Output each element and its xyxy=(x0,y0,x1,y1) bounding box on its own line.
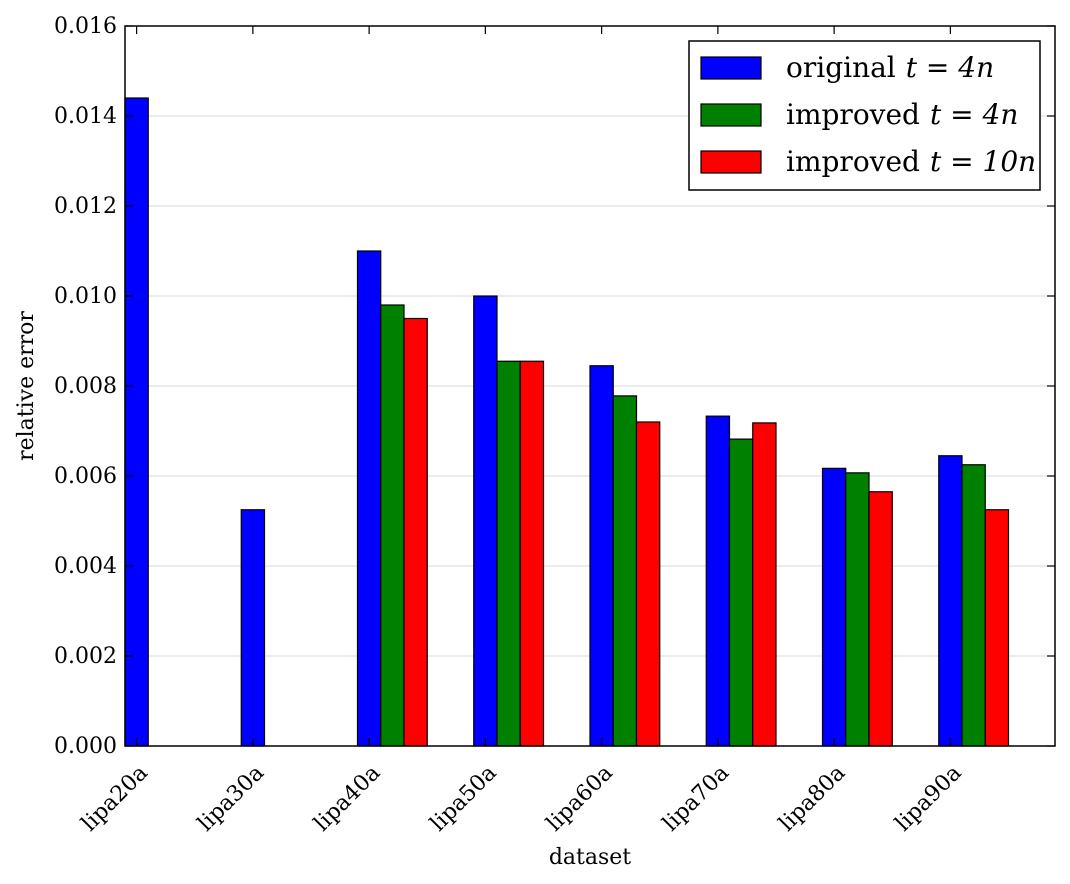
legend-label-text: improved xyxy=(786,145,920,178)
bar-lipa70a-series-1 xyxy=(705,415,731,747)
bar-lipa60a-series-1 xyxy=(589,365,614,747)
legend-label-math: t = 10n xyxy=(930,145,1036,178)
y-tick-label: 0.010 xyxy=(54,284,117,309)
bar-lipa70a-series-3 xyxy=(752,422,777,747)
y-tick-label: 0.008 xyxy=(54,374,117,399)
bar-lipa70a-series-2 xyxy=(728,438,754,747)
bar-lipa90a-series-2 xyxy=(961,464,986,747)
legend-label-math: t = 4n xyxy=(930,98,1018,131)
y-tick-label: 0.000 xyxy=(54,734,117,759)
legend-label-series-1: original t = 4n xyxy=(786,51,994,84)
bar-lipa90a-series-3 xyxy=(984,509,1010,747)
legend-label-math: t = 4n xyxy=(906,51,994,84)
legend-swatch-series-3 xyxy=(700,150,762,174)
bar-lipa80a-series-3 xyxy=(868,491,893,747)
bars xyxy=(124,97,1010,747)
legend-swatch-series-2 xyxy=(700,103,762,127)
y-axis-title: relative error xyxy=(14,311,39,461)
y-tick-labels: 0.000 0.002 0.004 0.006 0.008 0.010 0.012 0.014… xyxy=(54,14,117,759)
bar-lipa60a-series-3 xyxy=(635,421,661,747)
legend-label-series-3: improved t = 10n xyxy=(786,145,1036,178)
y-tick-label: 0.002 xyxy=(54,644,117,669)
bar-lipa80a-series-1 xyxy=(821,467,847,747)
y-tick-label: 0.006 xyxy=(54,464,117,489)
legend-swatch-series-1 xyxy=(700,56,762,80)
legend-label-text: improved xyxy=(786,98,920,131)
y-tick-label: 0.014 xyxy=(54,104,117,129)
y-tick-label: 0.004 xyxy=(54,554,117,579)
bar-lipa80a-series-2 xyxy=(845,472,870,747)
bar-lipa40a-series-1 xyxy=(356,250,382,747)
legend: original t = 4n improved t = 4n improved t = … xyxy=(688,40,1041,191)
y-tick-label: 0.012 xyxy=(54,194,117,219)
bar-lipa50a-series-3 xyxy=(519,360,545,747)
bar-lipa40a-series-3 xyxy=(403,317,428,747)
x-axis-title: dataset xyxy=(549,845,631,870)
bar-lipa90a-series-1 xyxy=(938,455,963,747)
bar-lipa50a-series-1 xyxy=(473,295,498,747)
bar-lipa30a-series-1 xyxy=(240,509,266,747)
axis-ticks xyxy=(125,25,1055,747)
bar-lipa20a-series-1 xyxy=(124,97,149,747)
bar-lipa40a-series-2 xyxy=(380,304,405,747)
legend-label-text: original xyxy=(786,51,896,84)
bar-lipa50a-series-2 xyxy=(496,360,521,747)
y-tick-label: 0.016 xyxy=(54,14,117,39)
legend-label-series-2: improved t = 4n xyxy=(786,98,1018,131)
bar-lipa60a-series-2 xyxy=(612,395,638,747)
